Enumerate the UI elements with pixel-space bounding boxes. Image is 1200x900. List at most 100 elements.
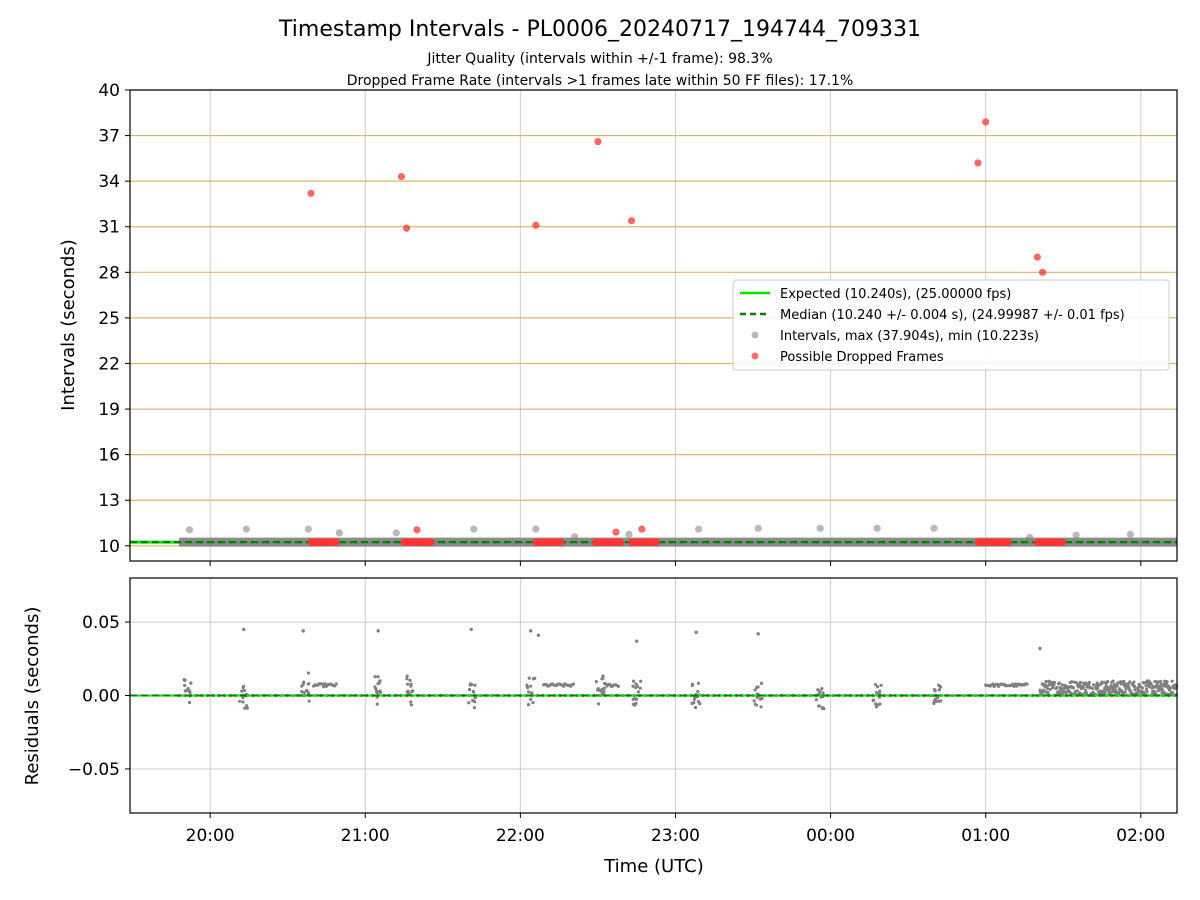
legend-box [732, 279, 1170, 371]
interval-point [816, 524, 824, 532]
residual-point [1091, 690, 1095, 695]
residual-point [533, 676, 537, 680]
legend-intervals-swatch [751, 331, 759, 339]
residual-point [1153, 680, 1157, 684]
residuals-panel: −0.05 0.00 0.05 20:00 21:00 22:00 23:00 00:00 0… [22, 561, 1179, 877]
dropped-frame-point [427, 538, 435, 546]
residual-point [1132, 684, 1137, 689]
residual-point [594, 679, 599, 684]
dropped-frame-point [638, 525, 646, 533]
residual-point [1045, 686, 1050, 691]
dropped-frame-point [627, 217, 636, 225]
residual-point [1087, 680, 1091, 685]
residual-point [871, 698, 875, 703]
x-ticks: 20:00 21:00 22:00 23:00 00:00 01:00 02:00 [186, 561, 1165, 846]
residual-point [631, 684, 635, 688]
dropped-frame-point [594, 138, 602, 146]
residual-point [1123, 690, 1127, 694]
residual-point [817, 691, 821, 696]
dropped-frame-point [413, 526, 421, 534]
bottom-y-tick-label: 0.00 [82, 687, 120, 707]
residual-point [240, 689, 244, 693]
residual-point [936, 696, 940, 700]
residual-point [307, 699, 311, 703]
legend-median-label: Median (10.240 +/- 0.004 s), (24.99987 +… [780, 308, 1125, 323]
residual-point [692, 701, 696, 705]
residual-point [525, 685, 530, 689]
residual-outlier-point [694, 630, 698, 635]
residual-point [698, 702, 702, 706]
residual-point [242, 688, 247, 693]
residual-point [879, 683, 883, 687]
residual-point [405, 677, 409, 681]
residual-point [1096, 686, 1100, 690]
residual-point [526, 703, 531, 707]
residual-point [876, 685, 880, 689]
interval-point [695, 525, 703, 533]
residual-point [529, 684, 533, 688]
residual-point [1132, 680, 1136, 684]
residual-outlier-point [536, 633, 541, 637]
bottom-y-ticks: −0.05 0.00 0.05 [68, 613, 130, 780]
dropped-frame-point [557, 538, 566, 546]
residual-point [376, 675, 380, 679]
interval-point [625, 530, 633, 539]
residual-point [183, 683, 187, 688]
legend-dropped-swatch [751, 352, 759, 360]
residual-point [1158, 679, 1163, 683]
residual-point [241, 696, 245, 700]
residual-point [1060, 683, 1064, 687]
residual-point [596, 702, 601, 706]
residual-outlier-point [1038, 646, 1042, 651]
residual-point [375, 690, 379, 695]
interval-point [242, 525, 250, 533]
residual-point [1110, 685, 1115, 689]
interval-point [304, 525, 312, 533]
chart-subtitle-dropped: Dropped Frame Rate (intervals >1 frames … [347, 73, 854, 89]
residual-point [1158, 685, 1162, 689]
residual-point [1083, 688, 1088, 693]
residual-point [759, 705, 763, 709]
residual-point [1149, 682, 1153, 686]
residual-point [874, 690, 879, 695]
residual-point [1078, 680, 1083, 684]
residual-point [300, 684, 304, 688]
residual-point [188, 690, 192, 695]
top-y-tick-label: 31 [98, 218, 120, 238]
dropped-frame-point [532, 221, 540, 229]
residual-point [473, 699, 477, 704]
x-tick-label: 01:00 [961, 826, 1010, 846]
residual-point [376, 682, 380, 686]
residual-point [467, 687, 472, 692]
residual-point [639, 679, 643, 683]
residual-point [1100, 680, 1104, 684]
residual-point [320, 682, 324, 686]
dropped-frame-point [974, 159, 982, 167]
top-plot-frame [129, 89, 1178, 562]
residual-point [595, 688, 600, 692]
residual-point [1057, 681, 1062, 685]
top-y-tick-label: 22 [98, 354, 120, 374]
residual-point [821, 706, 825, 711]
residual-point [1170, 679, 1174, 683]
residual-point [411, 689, 415, 693]
dropped-frame-point [1038, 268, 1047, 276]
top-y-tick-label: 16 [98, 446, 120, 466]
residual-point [1025, 682, 1029, 686]
residual-point [755, 695, 759, 699]
top-y-tick-label: 10 [98, 537, 120, 557]
top-y-tick-label: 19 [98, 400, 120, 420]
residual-point [467, 701, 471, 705]
residual-point [934, 699, 938, 704]
residual-point [406, 682, 410, 686]
top-y-tick-label: 28 [98, 263, 120, 283]
residual-point [373, 675, 377, 679]
residual-point [405, 674, 409, 678]
residual-outlier-point [376, 629, 380, 633]
dropped-frame-point [982, 118, 990, 126]
bottom-y-axis-label: Residuals (seconds) [22, 607, 43, 786]
residual-point [1048, 687, 1052, 692]
residual-outlier-point [301, 629, 305, 633]
residual-point [937, 688, 941, 692]
residual-point [375, 702, 379, 706]
